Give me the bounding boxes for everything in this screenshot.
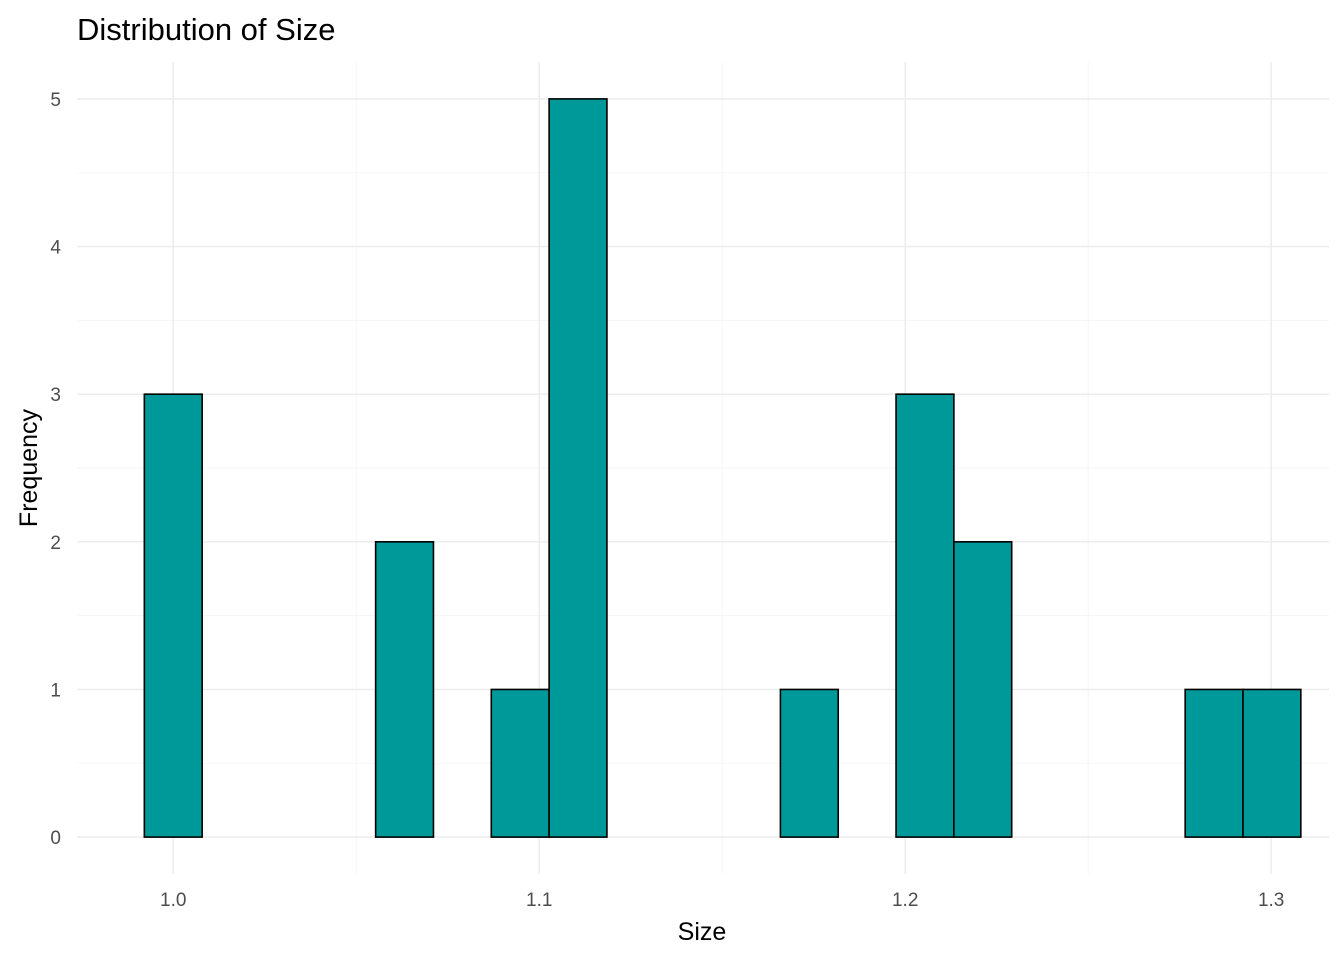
- bars: [143, 98, 1302, 838]
- y-axis-title: Frequency: [15, 408, 43, 527]
- histogram-bar: [490, 688, 550, 838]
- histogram-bar: [1184, 688, 1244, 838]
- histogram-bar: [548, 98, 608, 838]
- histogram-bar: [143, 393, 203, 838]
- x-tick-label: 1.3: [1258, 890, 1284, 911]
- x-axis-title: Size: [678, 918, 727, 946]
- x-axis-ticks: 1.0 1.1 1.2 1.3: [160, 890, 1284, 911]
- y-tick-label: 0: [50, 828, 61, 849]
- y-tick-label: 2: [50, 533, 61, 554]
- histogram-bar: [895, 393, 955, 838]
- y-tick-label: 3: [50, 385, 61, 406]
- grid: [77, 62, 1329, 874]
- x-tick-label: 1.1: [526, 890, 552, 911]
- x-tick-label: 1.0: [160, 890, 186, 911]
- y-axis-ticks: 0 1 2 3 4 5: [50, 90, 61, 849]
- histogram-bar: [953, 541, 1013, 838]
- y-tick-label: 4: [50, 238, 61, 259]
- y-tick-label: 1: [50, 680, 61, 701]
- histogram-bar: [374, 541, 435, 838]
- chart-title: Distribution of Size: [77, 12, 335, 47]
- histogram-bar: [779, 688, 840, 838]
- x-tick-label: 1.2: [892, 890, 918, 911]
- histogram-bar: [1242, 688, 1302, 838]
- y-tick-label: 5: [50, 90, 61, 111]
